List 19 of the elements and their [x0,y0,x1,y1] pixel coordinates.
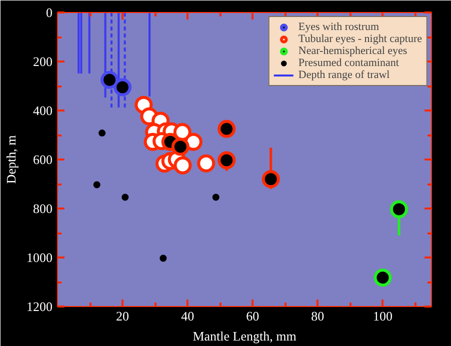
y-tick-label: 400 [33,103,52,118]
legend-label: Depth range of trawl [298,69,390,81]
y-tick-label: 800 [33,201,52,216]
y-tick-label: 200 [33,54,52,69]
legend-label: Near-hemispherical eyes [298,45,408,57]
x-tick-label: 80 [311,308,324,324]
y-tick-label: 0 [46,5,52,20]
x-tick-label: 20 [116,308,130,324]
x-tick-label: 100 [372,308,392,324]
x-tick-label: 60 [246,308,260,324]
legend-label: Tubular eyes - night capture [298,33,422,45]
legend-label: Eyes with rostrum [298,21,380,33]
y-tick-label: 600 [33,152,52,167]
y-tick-label: 1200 [26,299,52,314]
y-tick-label: 1000 [26,250,52,265]
x-axis-title: Mantle Length, mm [192,328,296,344]
y-axis-title: Depth, m [4,135,18,184]
legend-label: Presumed contaminant [298,57,399,69]
x-tick-label: 40 [181,308,194,324]
